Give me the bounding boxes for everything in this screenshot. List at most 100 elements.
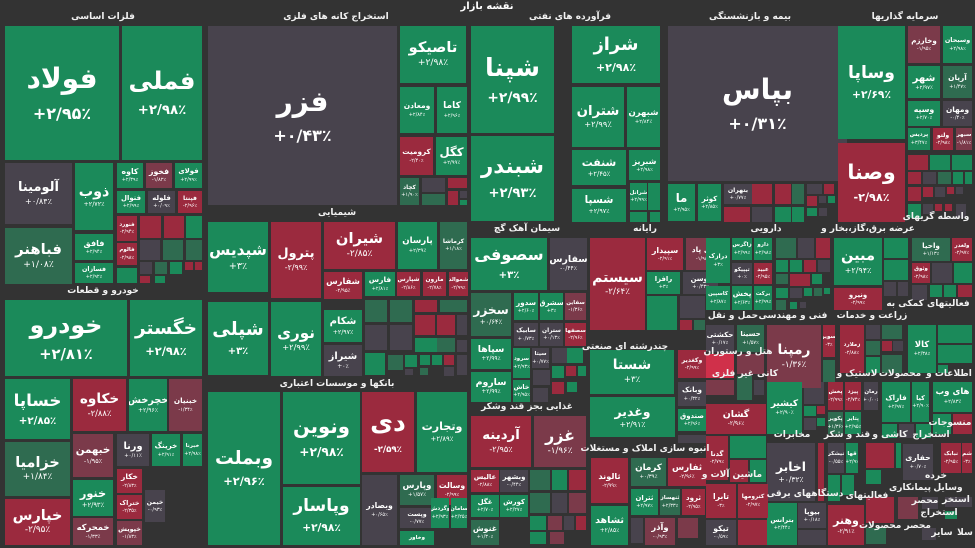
stock-tile[interactable]: سصوفی +۳٪ <box>471 238 547 290</box>
stock-tile-small[interactable] <box>828 475 840 501</box>
stock-tile-small[interactable] <box>944 285 956 297</box>
stock-tile-small[interactable] <box>390 325 412 350</box>
stock-tile[interactable]: ثتران +۲/۹۷٪ <box>631 489 658 515</box>
stock-tile-small[interactable] <box>812 274 822 284</box>
stock-tile[interactable]: شپدیس +۳٪ <box>208 222 268 292</box>
stock-tile[interactable]: ثفارس -۲/۹۶٪ <box>668 458 706 486</box>
stock-tile-small[interactable] <box>908 172 921 184</box>
stock-tile-small[interactable] <box>807 196 817 206</box>
stock-tile-small[interactable] <box>694 320 705 330</box>
stock-tile-small[interactable] <box>448 178 467 188</box>
stock-tile[interactable]: شبندر +۲/۹۳٪ <box>471 136 554 221</box>
stock-tile-small[interactable] <box>388 355 403 370</box>
stock-tile[interactable]: وتجارت +۲/۸۹٪ <box>417 392 467 472</box>
stock-tile[interactable]: ثالوند -۲/۹۹٪ <box>591 458 628 503</box>
stock-tile-small[interactable] <box>804 288 812 296</box>
stock-tile-small[interactable] <box>930 155 950 170</box>
stock-tile[interactable]: وثوق -۲/۹۸٪ <box>912 263 930 283</box>
stock-tile-small[interactable] <box>828 196 835 203</box>
stock-tile-small[interactable] <box>776 260 788 272</box>
stock-tile[interactable]: وسبحان +۲/۹۸٪ <box>943 26 972 63</box>
stock-tile-small[interactable] <box>415 338 437 352</box>
stock-tile[interactable]: وکغدیر -۲/۹۹٪ <box>678 350 706 378</box>
stock-tile[interactable]: بپاس +۰/۳۱٪ <box>668 26 847 181</box>
stock-tile[interactable]: وآذر -۰/۹۳٪ <box>645 518 675 545</box>
stock-tile[interactable]: ورنا +۰/۱۱٪ <box>117 434 149 466</box>
stock-tile-small[interactable] <box>706 354 734 378</box>
stock-tile-small[interactable] <box>552 470 567 490</box>
stock-tile-small[interactable] <box>884 282 896 296</box>
stock-tile[interactable]: شهر +۲/۹۷٪ <box>908 66 940 98</box>
stock-tile[interactable]: آریان +۱/۴۷٪ <box>943 66 972 98</box>
stock-tile-small[interactable] <box>792 207 804 222</box>
stock-tile[interactable]: شکام +۲/۹۷٪ <box>324 310 362 342</box>
stock-tile[interactable]: خساپا +۲/۸۵٪ <box>5 379 70 439</box>
stock-tile-small[interactable] <box>437 315 455 335</box>
stock-tile[interactable]: شپارس -۲/۸۶٪ <box>397 272 420 296</box>
stock-tile[interactable]: شپنا +۲/۹۹٪ <box>471 26 554 133</box>
stock-tile-small[interactable] <box>798 238 814 258</box>
stock-tile-small[interactable] <box>817 406 825 414</box>
stock-tile[interactable]: خمحرکه -۱/۳۳٪ <box>73 518 113 545</box>
stock-tile[interactable]: دارو +۲/۹۸٪ <box>754 238 772 260</box>
stock-tile[interactable]: رمپنا -۱/۳۶٪ <box>767 325 821 388</box>
stock-tile-small[interactable] <box>804 418 816 430</box>
stock-tile-small[interactable] <box>884 260 908 280</box>
stock-tile-small[interactable] <box>938 345 972 363</box>
stock-tile-small[interactable] <box>630 212 647 222</box>
stock-tile[interactable]: نبابک -۲/۹۵٪ <box>941 443 961 473</box>
stock-tile-small[interactable] <box>405 369 413 375</box>
stock-tile-small[interactable] <box>552 348 569 363</box>
stock-tile[interactable]: شیراز +۰٪ <box>324 345 362 376</box>
stock-tile-small[interactable] <box>866 470 881 484</box>
stock-tile-small[interactable] <box>117 268 137 283</box>
stock-tile-small[interactable] <box>444 355 454 365</box>
stock-tile[interactable]: سرود +۲/۹۳٪ <box>513 348 530 378</box>
stock-tile-small[interactable] <box>415 300 437 312</box>
stock-tile[interactable]: کورش +۲/۲۷٪ <box>500 495 528 517</box>
stock-tile-small[interactable] <box>908 155 928 170</box>
stock-tile-small[interactable] <box>578 366 586 376</box>
stock-tile-small[interactable] <box>552 366 564 378</box>
stock-tile[interactable]: وبملت +۲/۹۶٪ <box>208 392 280 545</box>
stock-tile[interactable]: شستا +۳٪ <box>590 350 674 394</box>
stock-tile-small[interactable] <box>899 424 914 438</box>
stock-tile[interactable]: سامان +۲/۲۵٪ <box>451 498 467 528</box>
stock-tile-small[interactable] <box>935 204 942 211</box>
stock-tile-small[interactable] <box>365 353 385 375</box>
stock-tile-small[interactable] <box>552 382 564 394</box>
stock-tile[interactable]: فافق +۲/۹۴٪ <box>75 234 113 260</box>
stock-tile-small[interactable] <box>945 497 972 507</box>
stock-tile-small[interactable] <box>440 300 467 312</box>
stock-tile-small[interactable] <box>730 436 766 458</box>
stock-tile-small[interactable] <box>816 238 830 258</box>
stock-tile-small[interactable] <box>953 414 972 434</box>
stock-tile-small[interactable] <box>422 178 445 192</box>
stock-tile[interactable]: شبهرن +۲/۸۴٪ <box>627 87 660 147</box>
stock-tile-small[interactable] <box>935 187 945 197</box>
stock-tile[interactable]: وسپه +۲/۷۰٪ <box>908 101 940 126</box>
stock-tile[interactable]: فنورد -۲/۹۴٪ <box>117 216 137 241</box>
stock-tile-small[interactable] <box>776 300 786 310</box>
stock-tile-small[interactable] <box>533 388 548 402</box>
stock-tile-small[interactable] <box>754 380 764 395</box>
stock-tile[interactable]: ما +۲/۹۵٪ <box>668 184 695 221</box>
stock-tile-small[interactable] <box>922 528 936 540</box>
stock-tile-small[interactable] <box>938 365 948 373</box>
stock-tile[interactable]: فخوز -۱/۸۲٪ <box>146 163 172 188</box>
stock-tile[interactable]: رافزا +۳٪ <box>647 272 680 294</box>
stock-tile[interactable]: ولغدر -۲/۹۷٪ <box>952 238 972 261</box>
stock-tile-small[interactable] <box>819 208 827 216</box>
stock-tile[interactable]: فولای +۲/۹۹٪ <box>175 163 202 188</box>
stock-tile-small[interactable] <box>422 194 445 205</box>
stock-tile[interactable]: ثنهساز +۲/۳۳٪ <box>660 489 680 515</box>
stock-tile[interactable]: فاراک +۲/۹۷٪ <box>882 382 910 422</box>
stock-tile[interactable]: ونیرو -۲/۹۹٪ <box>834 288 882 310</box>
stock-tile[interactable]: وساپا +۲/۶۹٪ <box>838 26 905 139</box>
stock-tile[interactable]: خپارس -۲/۹۵٪ <box>5 499 70 545</box>
stock-tile[interactable]: کالا +۲/۳۸٪ <box>908 325 936 373</box>
stock-tile-small[interactable] <box>185 262 193 270</box>
stock-tile[interactable]: سدور +۲/۶۰٪ <box>514 293 538 320</box>
stock-tile[interactable]: وبانک +۰/۳۲٪ <box>678 382 706 406</box>
stock-tile[interactable]: فزر +۰/۴۳٪ <box>208 26 397 205</box>
